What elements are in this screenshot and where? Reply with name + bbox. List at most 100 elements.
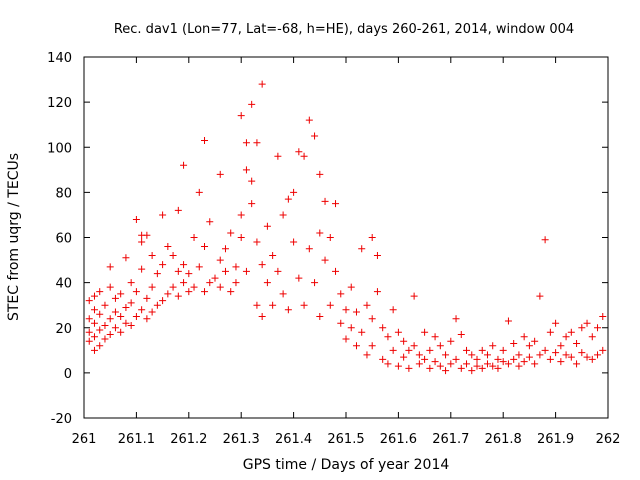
data-point: [452, 315, 460, 323]
x-tick-label: 262: [596, 432, 621, 447]
data-point: [515, 362, 523, 370]
data-point: [384, 333, 392, 341]
data-point: [389, 306, 397, 314]
data-point: [237, 234, 245, 241]
data-point: [106, 315, 114, 323]
data-point: [90, 319, 98, 327]
data-point: [305, 116, 313, 124]
data-point: [190, 283, 198, 291]
data-point: [263, 222, 271, 230]
data-point: [85, 315, 93, 323]
data-point: [206, 218, 214, 226]
data-point: [594, 324, 602, 332]
y-tick-label: 100: [47, 141, 72, 156]
data-point: [248, 200, 256, 208]
data-point: [106, 331, 114, 339]
data-points: [85, 80, 607, 375]
data-point: [494, 355, 502, 363]
data-point: [284, 195, 292, 203]
data-point: [578, 349, 586, 357]
data-point: [127, 299, 135, 307]
y-tick-label: 120: [47, 96, 72, 111]
data-point: [342, 306, 350, 314]
y-tick-label: 60: [55, 232, 72, 247]
data-point: [295, 274, 303, 282]
data-point: [557, 342, 565, 350]
data-point: [468, 367, 476, 375]
data-point: [352, 342, 360, 350]
data-point: [421, 328, 429, 336]
data-point: [332, 200, 340, 208]
data-point: [143, 294, 151, 302]
data-point: [332, 267, 340, 275]
data-point: [515, 351, 523, 359]
data-point: [557, 358, 565, 366]
data-point: [274, 152, 282, 160]
data-point: [426, 364, 434, 372]
data-point: [562, 333, 570, 341]
x-axis-ticks: 261 261.1 261.2 261.3 261.4 261.5 261.6 261.7 26…: [72, 57, 621, 447]
data-point: [195, 188, 203, 196]
data-point: [415, 360, 423, 368]
data-point: [185, 288, 193, 296]
y-tick-label: 0: [64, 367, 72, 382]
x-tick-label: 261.6: [380, 432, 417, 447]
data-point: [221, 267, 229, 275]
data-point: [274, 267, 282, 275]
data-point: [169, 252, 177, 260]
data-point: [316, 312, 324, 320]
data-point: [567, 353, 575, 361]
data-point: [290, 238, 298, 246]
data-point: [363, 351, 371, 359]
data-point: [379, 324, 387, 332]
data-point: [531, 360, 539, 368]
data-point: [442, 351, 450, 359]
data-point: [206, 279, 214, 287]
data-point: [148, 252, 156, 260]
data-point: [253, 301, 261, 309]
data-point: [358, 245, 366, 253]
data-point: [111, 324, 119, 332]
y-tick-label: 140: [47, 51, 72, 66]
x-tick-label: 261.1: [118, 432, 155, 447]
data-point: [279, 211, 287, 219]
data-point: [316, 170, 324, 178]
data-point: [358, 328, 366, 336]
data-point: [284, 306, 292, 314]
plot-frame: [83, 56, 609, 419]
data-point: [499, 346, 507, 354]
data-point: [195, 263, 203, 271]
data-point: [389, 346, 397, 354]
data-point: [447, 337, 455, 345]
data-point: [127, 321, 135, 329]
data-point: [463, 360, 471, 368]
data-point: [394, 362, 402, 370]
data-point: [279, 290, 287, 298]
data-point: [546, 328, 554, 336]
data-point: [431, 333, 439, 341]
data-point: [132, 288, 140, 296]
data-point: [96, 342, 104, 350]
data-point: [143, 315, 151, 323]
y-tick-label: 20: [55, 322, 72, 337]
data-point: [295, 148, 303, 156]
data-point: [337, 290, 345, 298]
data-point: [90, 306, 98, 314]
data-point: [452, 355, 460, 363]
y-axis-label: STEC from uqrg / TECUs: [6, 153, 22, 321]
data-point: [242, 267, 250, 275]
data-point: [483, 360, 491, 368]
data-point: [180, 161, 188, 169]
data-point: [122, 319, 130, 327]
data-point: [101, 335, 109, 343]
data-point: [504, 317, 512, 325]
data-point: [510, 340, 518, 348]
data-point: [379, 355, 387, 363]
data-point: [237, 211, 245, 219]
x-tick-label: 261.4: [275, 432, 312, 447]
data-point: [201, 136, 209, 144]
data-point: [583, 319, 591, 327]
data-point: [394, 328, 402, 336]
data-point: [415, 351, 423, 359]
data-point: [227, 288, 235, 296]
